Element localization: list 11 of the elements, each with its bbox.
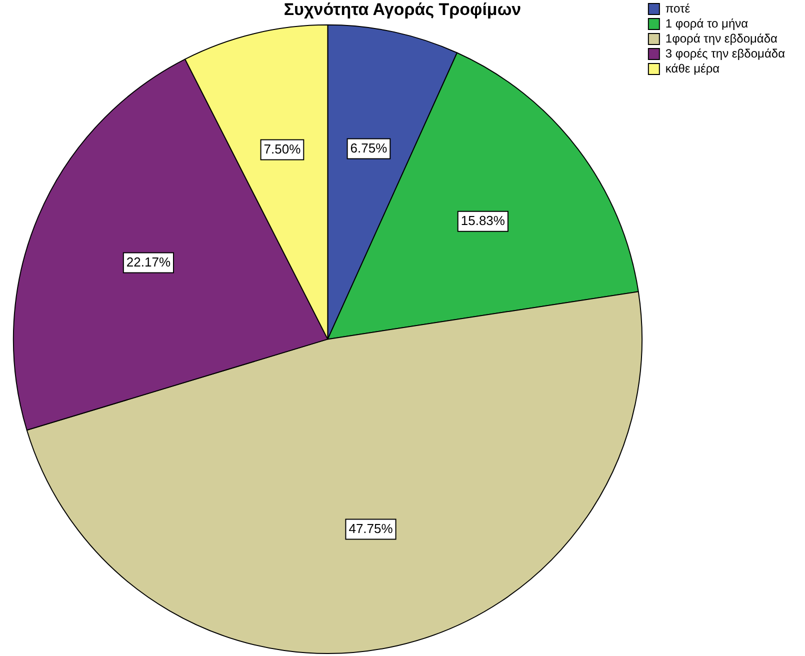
data-label: 15.83% <box>460 212 506 228</box>
legend-label: κάθε μέρα <box>665 61 720 76</box>
legend-label: 1φορά την εβδομάδα <box>665 31 778 46</box>
legend-label: ποτέ <box>665 1 691 16</box>
data-label: 47.75% <box>348 520 394 536</box>
legend-label: 1 φορά το μήνα <box>665 16 748 30</box>
data-label: 6.75% <box>350 140 388 156</box>
legend-label: 3 φορές την εβδομάδα <box>665 46 786 60</box>
chart-title: Συχνότητα Αγοράς Τροφίμων <box>284 0 522 19</box>
data-label: 22.17% <box>126 254 171 270</box>
data-label: 7.50% <box>264 141 302 156</box>
